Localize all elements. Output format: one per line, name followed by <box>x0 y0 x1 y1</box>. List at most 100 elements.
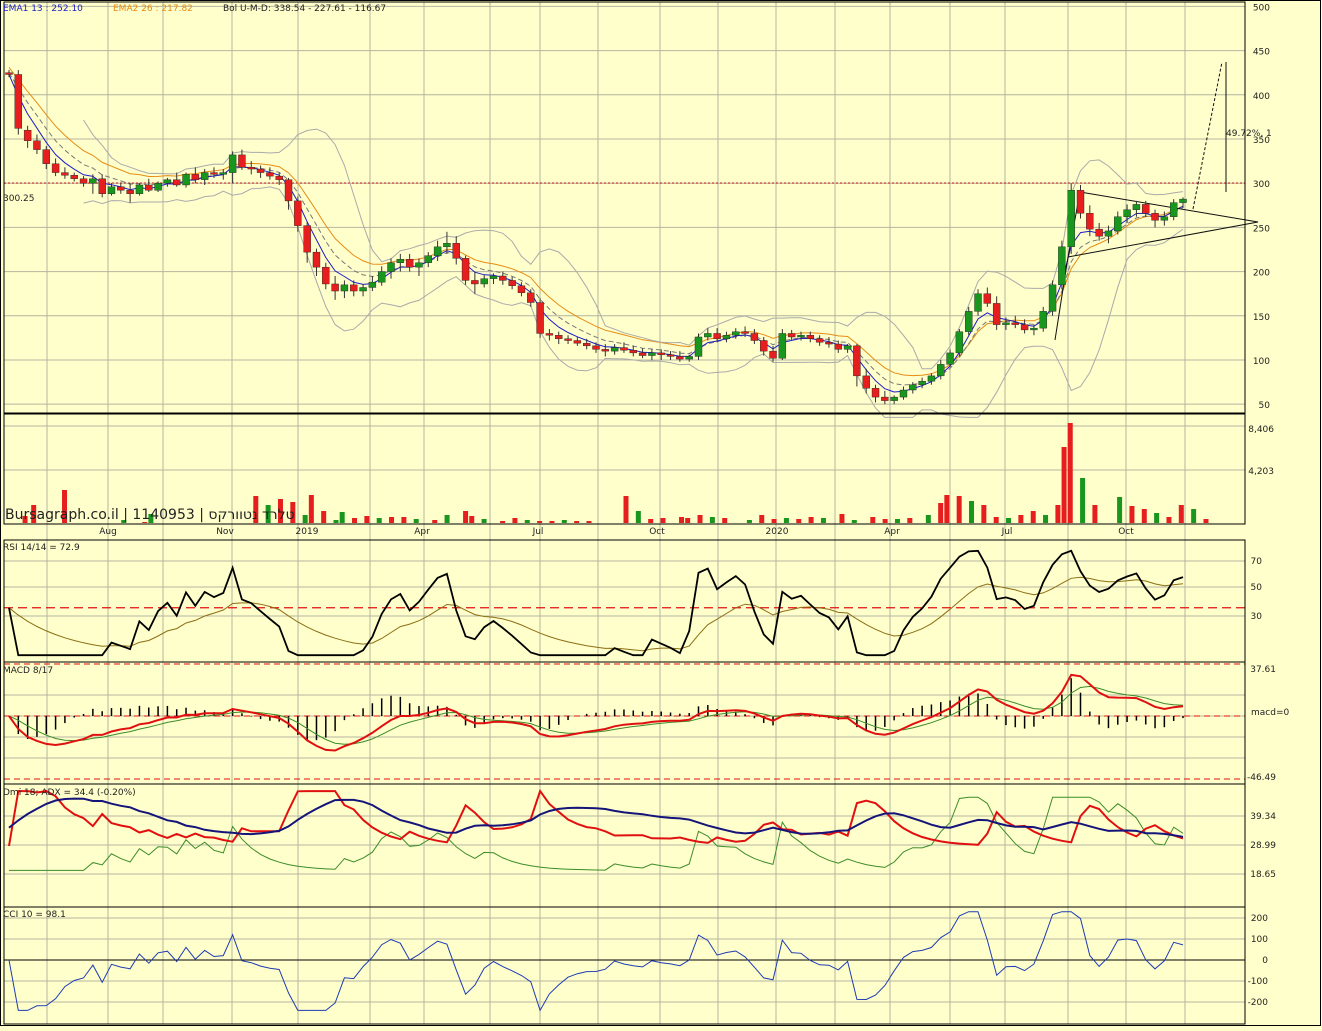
candle-body <box>834 343 842 350</box>
candle-body <box>676 356 684 360</box>
candle-body <box>601 349 610 352</box>
candle-body <box>890 396 898 401</box>
candle-body <box>33 140 41 150</box>
candle-body <box>964 311 973 332</box>
cci-tick-label: -200 <box>1248 998 1269 1008</box>
volume-bar <box>1203 519 1209 523</box>
macd-tick-label: 37.61 <box>1250 665 1276 675</box>
volume-bar <box>333 520 339 523</box>
volume-bar <box>648 519 654 523</box>
candle-body <box>564 338 572 341</box>
candle-body <box>312 251 321 268</box>
volume-bar <box>524 520 530 523</box>
volume-bar <box>1043 515 1049 523</box>
volume-bar <box>1055 505 1061 523</box>
candle-body <box>256 168 265 173</box>
candle-body <box>350 284 358 292</box>
candle-body <box>582 342 591 347</box>
volume-bar <box>956 496 962 523</box>
volume-bar <box>938 503 944 523</box>
candle-body <box>247 167 255 170</box>
adx-line <box>8 797 1184 838</box>
candle-body <box>704 333 712 338</box>
price-tick-label: 50 <box>1259 401 1271 411</box>
time-axis-label: Apr <box>414 527 430 537</box>
candle-body <box>433 246 442 256</box>
candle-body <box>871 388 880 398</box>
volume-tick-label: 4,203 <box>1248 467 1274 477</box>
candle-body <box>760 340 768 352</box>
candle-body <box>471 280 479 285</box>
panel-frame <box>3 1 1246 414</box>
cci-tick-label: 0 <box>1262 956 1268 966</box>
candle-body <box>173 179 181 186</box>
bollinger-upper <box>83 119 1184 370</box>
candle-body <box>1151 213 1159 221</box>
reference-label: 300.25 <box>3 194 35 204</box>
candle-body <box>536 302 544 334</box>
volume-bar <box>561 520 567 523</box>
candle-body <box>1058 246 1066 286</box>
candle-body <box>992 303 1001 325</box>
volume-bar <box>944 495 950 523</box>
candle-body <box>694 336 703 357</box>
volume-bar <box>796 519 802 523</box>
volume-bar <box>62 490 68 523</box>
volume-bar <box>321 511 327 523</box>
ema2-line <box>8 67 1184 377</box>
volume-bar <box>352 518 358 523</box>
price-tick-label: 400 <box>1253 92 1270 102</box>
candle-body <box>359 287 367 292</box>
candle-body <box>1067 190 1075 248</box>
rsi-tick-label: 30 <box>1251 612 1263 622</box>
panel-frame <box>3 661 1246 785</box>
candle-body <box>145 184 153 191</box>
dmi-tick-label: 39.34 <box>1250 812 1276 822</box>
candle-body <box>331 283 339 292</box>
volume-bar <box>1154 513 1160 523</box>
rsi-title: RSI 14/14 = 72.9 <box>3 543 80 553</box>
candle-body <box>778 333 787 359</box>
volume-bar <box>685 518 691 523</box>
candle-body <box>294 200 302 226</box>
candle-body <box>303 225 311 253</box>
candle-body <box>405 259 414 268</box>
candle-body <box>79 178 88 184</box>
volume-bar <box>549 521 555 523</box>
candle-body <box>266 172 274 177</box>
candle-body <box>275 175 283 180</box>
volume-bar <box>925 515 931 523</box>
volume-bar <box>1067 423 1073 523</box>
cci-tick-label: 100 <box>1251 935 1268 945</box>
candle-body <box>881 396 889 401</box>
candle-body <box>238 154 246 168</box>
dmi-minus-line <box>8 788 1184 847</box>
candle-body <box>499 275 507 281</box>
volume-bar <box>376 518 382 523</box>
legend-ema1: EMA1 13 : 252.10 <box>3 4 83 14</box>
volume-bar <box>697 515 703 523</box>
candle-body <box>1011 322 1019 325</box>
candle-body <box>769 350 777 359</box>
candle-body <box>452 243 460 259</box>
volume-bar <box>444 515 450 523</box>
volume-bar <box>22 516 28 523</box>
volume-bar <box>1080 478 1086 523</box>
price-tick-label: 450 <box>1253 48 1270 58</box>
price-tick-label: 250 <box>1253 224 1270 234</box>
watermark: Bursagraph.co.il | 1140953 | טלרד נטוורק… <box>5 507 295 523</box>
candle-body <box>806 335 815 339</box>
volume-bar <box>290 502 296 523</box>
candle-body <box>1114 216 1122 232</box>
volume-bar <box>432 520 438 523</box>
candle-body <box>862 375 870 389</box>
candle-body <box>480 278 488 285</box>
volume-bar <box>808 517 814 523</box>
volume-bar <box>660 518 666 523</box>
candle-body <box>1048 284 1057 312</box>
candle-body <box>424 255 432 263</box>
bollinger-lower <box>83 186 1184 418</box>
candle-body <box>732 331 740 336</box>
candle-body <box>1039 311 1047 329</box>
